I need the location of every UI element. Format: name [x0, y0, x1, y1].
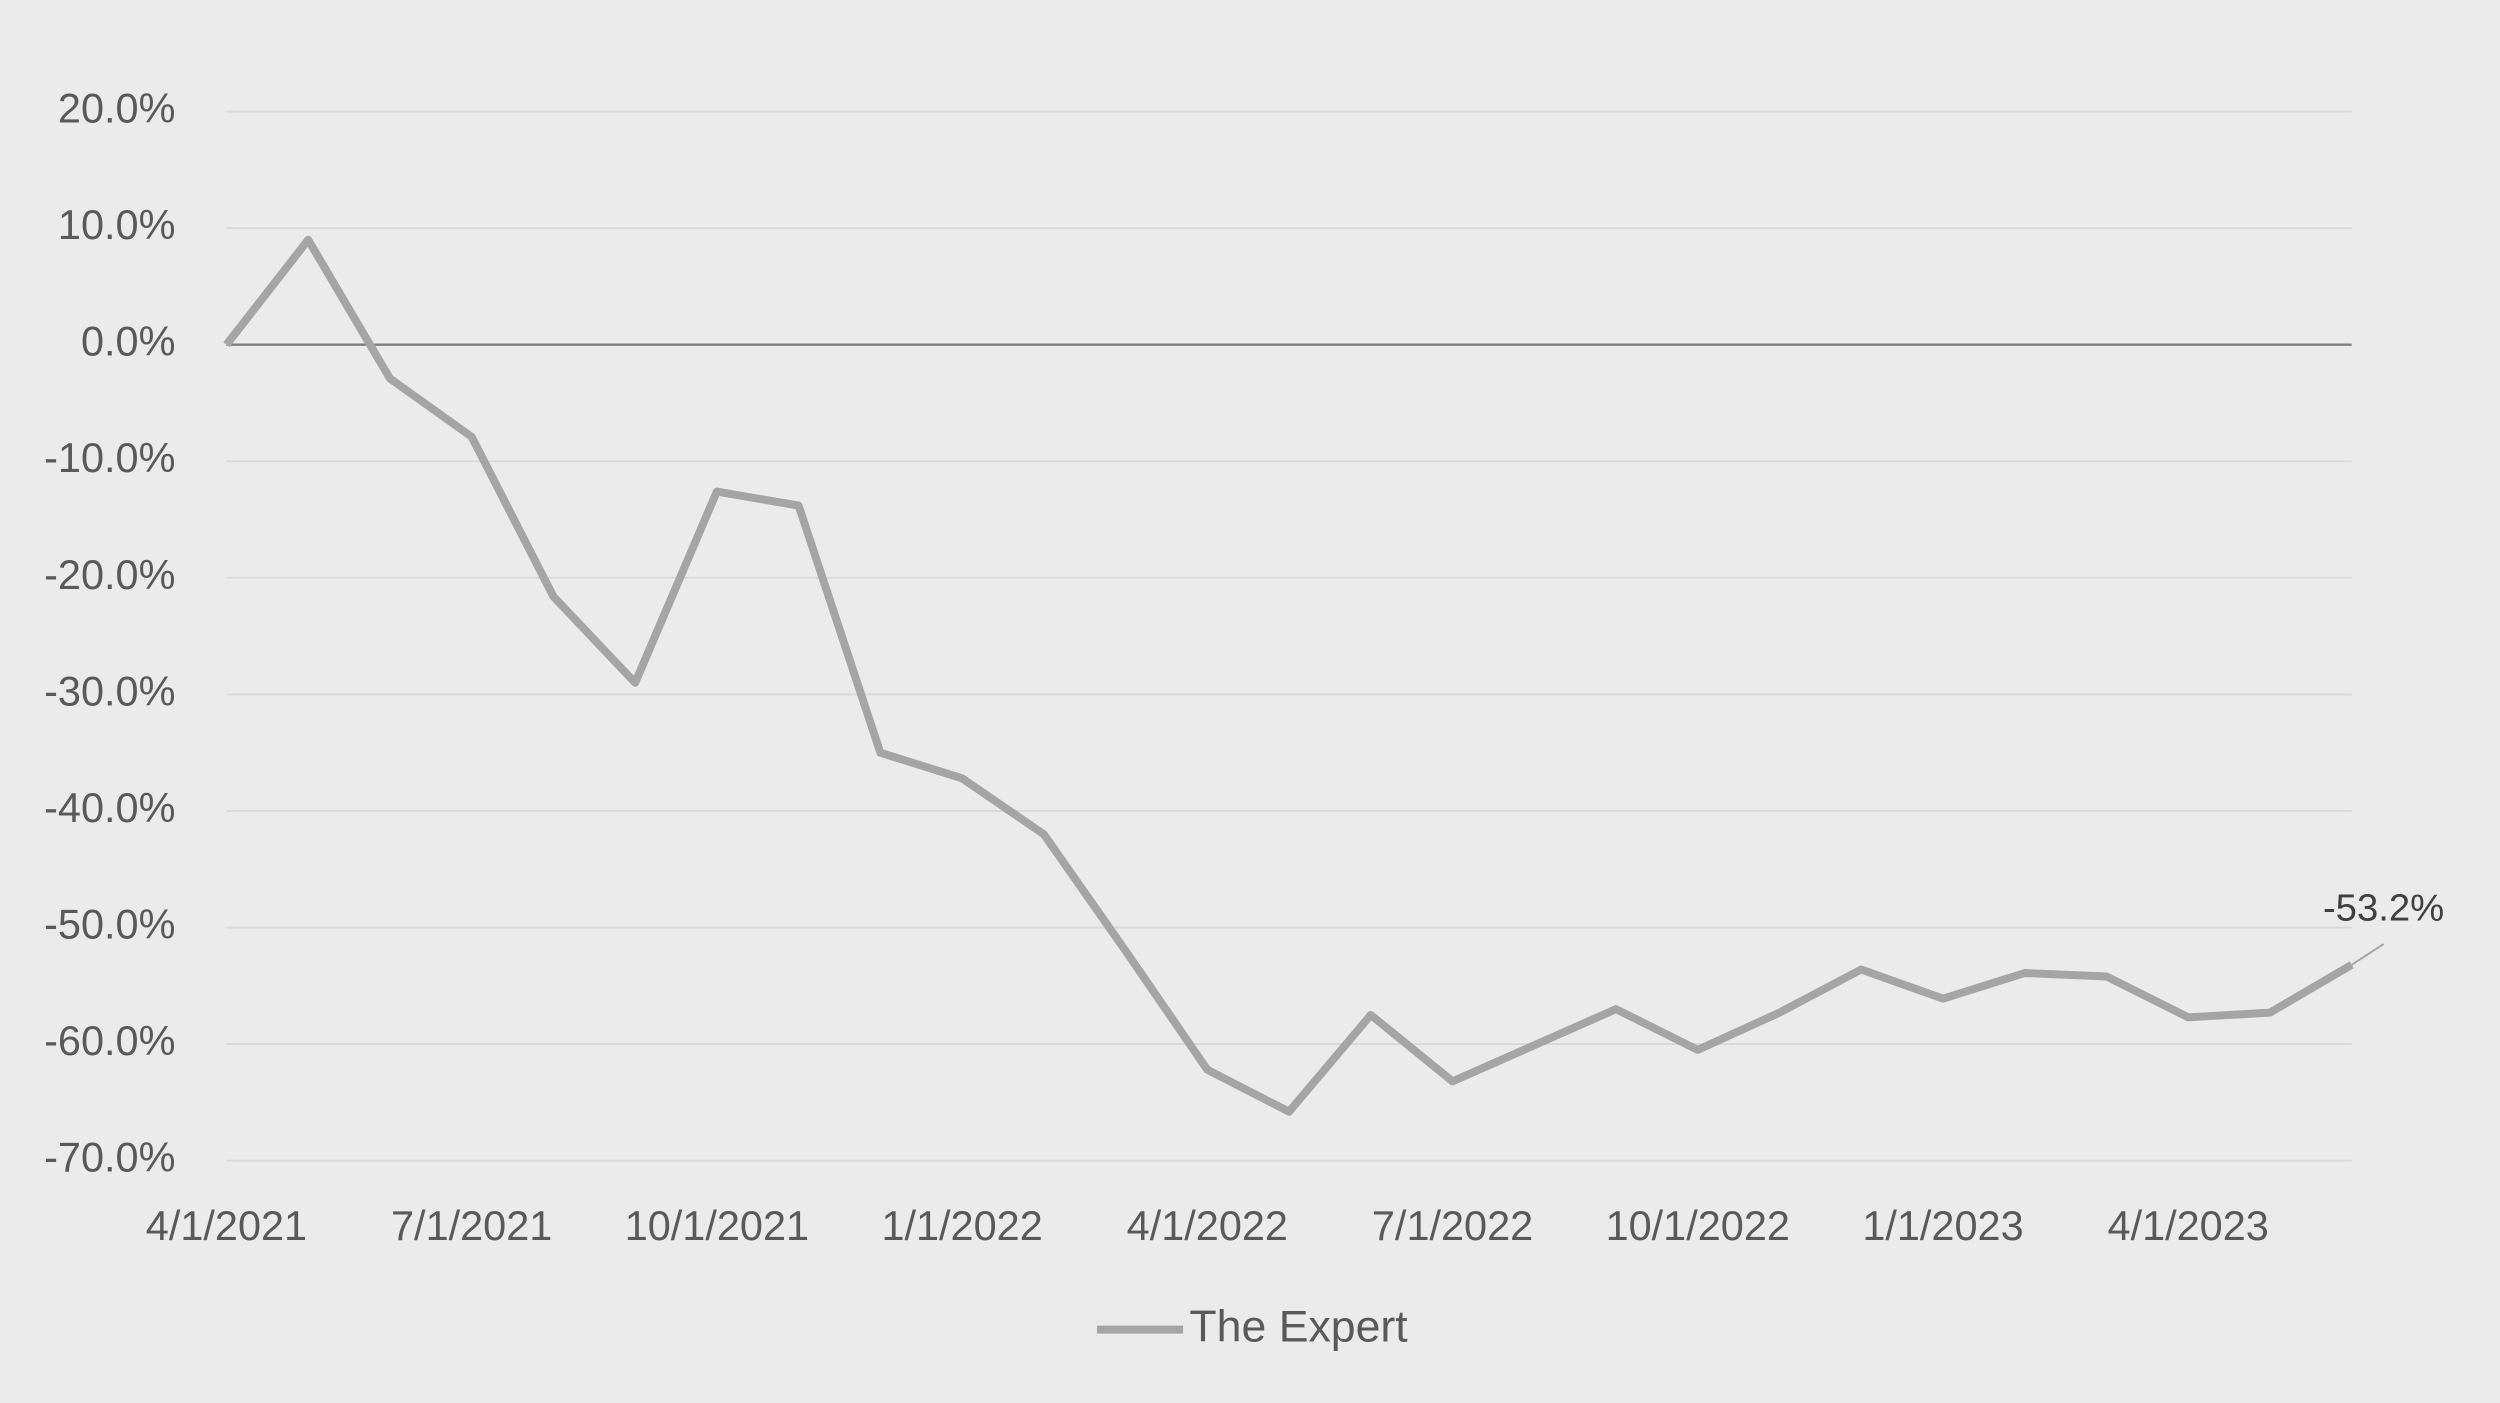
y-tick-label: -60.0% [44, 1017, 175, 1064]
x-tick-label: 1/1/2023 [1862, 1202, 2023, 1249]
line-series [223, 235, 2354, 1116]
y-tick-label: -30.0% [44, 667, 175, 714]
x-tick-label: 7/1/2022 [1372, 1202, 1533, 1249]
x-tick-label: 10/1/2021 [625, 1202, 809, 1249]
x-tick-label: 1/1/2022 [881, 1202, 1042, 1249]
y-tick-label: -50.0% [44, 900, 175, 947]
y-tick-label: -40.0% [44, 784, 175, 831]
x-tick-label: 4/1/2021 [146, 1202, 307, 1249]
y-tick-label: -70.0% [44, 1134, 175, 1181]
y-tick-label: 0.0% [81, 318, 175, 365]
y-tick-label: -20.0% [44, 551, 175, 598]
y-tick-label: 10.0% [58, 201, 176, 248]
legend-label: The Expert [1189, 1302, 1408, 1351]
x-tick-label: 7/1/2021 [391, 1202, 552, 1249]
data-label: -53.2% [2323, 887, 2444, 930]
x-tick-label: 4/1/2023 [2108, 1202, 2269, 1249]
x-tick-label: 10/1/2022 [1606, 1202, 1790, 1249]
y-tick-label: 20.0% [58, 85, 176, 132]
x-tick-label: 4/1/2022 [1127, 1202, 1288, 1249]
y-tick-label: -10.0% [44, 434, 175, 481]
leader-line [2351, 943, 2385, 966]
